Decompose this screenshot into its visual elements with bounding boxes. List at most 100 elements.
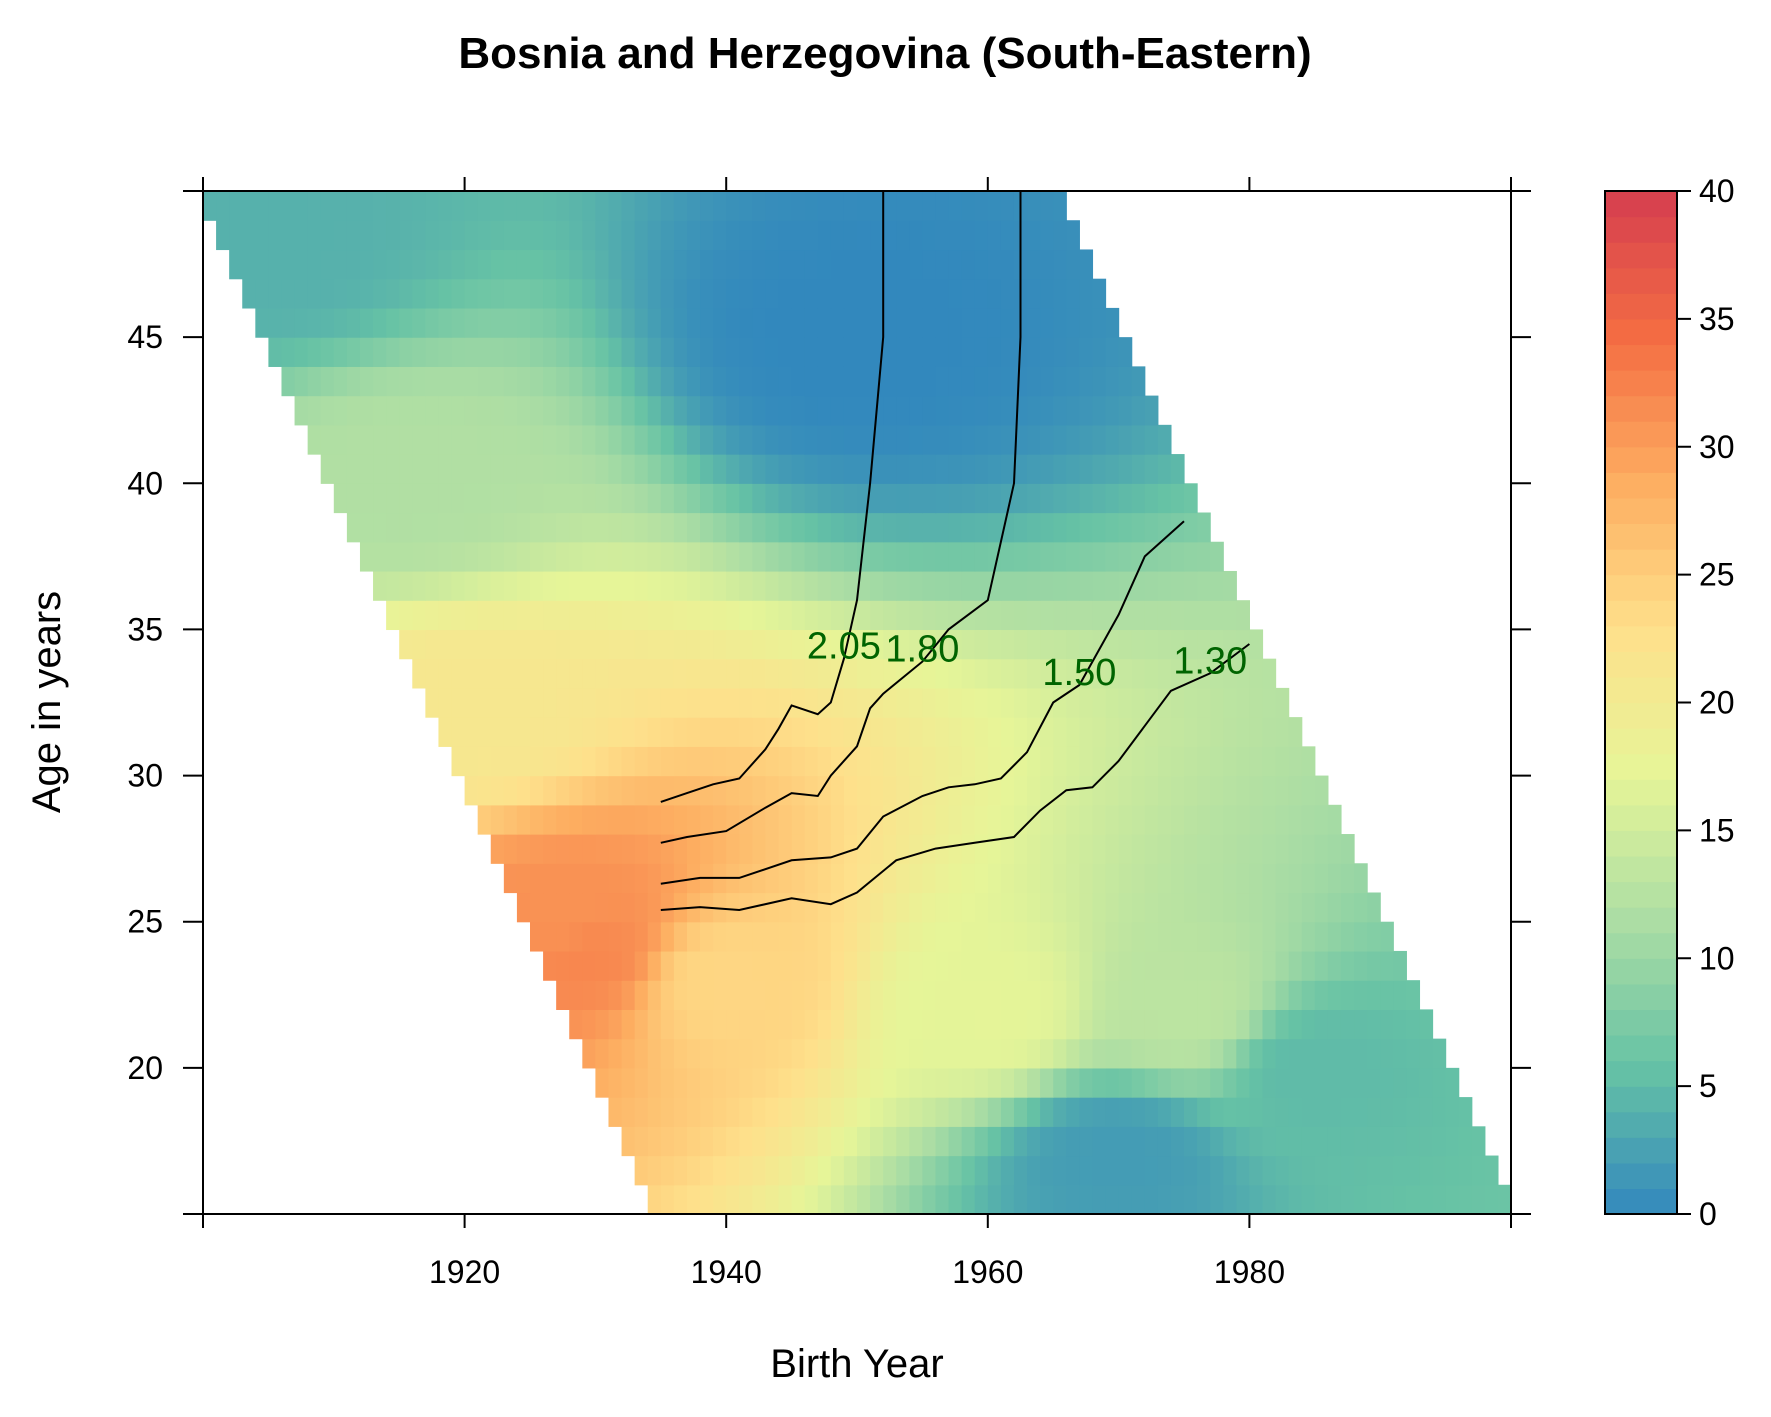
heatmap-cell bbox=[1000, 863, 1015, 894]
heatmap-cell bbox=[621, 863, 636, 894]
heatmap-cell bbox=[373, 454, 387, 484]
heatmap-cell bbox=[1027, 249, 1041, 280]
heatmap-cell bbox=[1340, 980, 1355, 1010]
heatmap-cell bbox=[935, 541, 950, 572]
heatmap-cell bbox=[634, 980, 649, 1010]
heatmap-cell bbox=[1027, 191, 1041, 221]
heatmap-cell bbox=[935, 658, 950, 689]
heatmap-cell bbox=[778, 1038, 793, 1069]
heatmap-cell bbox=[935, 337, 950, 367]
heatmap-cell bbox=[1013, 629, 1028, 660]
heatmap-cell bbox=[1249, 1155, 1264, 1186]
heatmap-cell bbox=[1000, 366, 1015, 397]
heatmap-cell bbox=[686, 1097, 701, 1127]
heatmap-cell bbox=[791, 892, 806, 923]
heatmap-cell bbox=[673, 454, 688, 484]
heatmap-cell bbox=[752, 337, 767, 367]
heatmap-cell bbox=[961, 424, 976, 455]
heatmap-cell bbox=[1380, 950, 1394, 981]
heatmap-cell bbox=[830, 1184, 845, 1215]
heatmap-cell bbox=[1170, 950, 1185, 981]
heatmap-cell bbox=[1092, 921, 1107, 952]
heatmap-cell bbox=[870, 220, 884, 251]
heatmap-cell bbox=[1223, 1155, 1237, 1186]
heatmap-cell bbox=[765, 395, 780, 426]
heatmap-cell bbox=[726, 337, 740, 367]
heatmap-cell bbox=[857, 804, 871, 835]
heatmap-cell bbox=[896, 424, 910, 455]
heatmap-cell bbox=[503, 220, 518, 251]
colorbar-step bbox=[1605, 600, 1677, 627]
heatmap-cell bbox=[634, 1009, 649, 1040]
heatmap-cell bbox=[1053, 337, 1067, 367]
heatmap-cell bbox=[1066, 746, 1080, 777]
heatmap-cell bbox=[1131, 863, 1146, 894]
heatmap-cell bbox=[647, 717, 662, 747]
heatmap-cell bbox=[765, 1038, 780, 1069]
heatmap-cell bbox=[909, 1126, 923, 1157]
heatmap-cell bbox=[726, 512, 740, 543]
heatmap-cell bbox=[700, 1097, 714, 1127]
heatmap-cell bbox=[516, 483, 531, 514]
heatmap-cell bbox=[1144, 1155, 1159, 1186]
heatmap-cell bbox=[1275, 863, 1290, 894]
colorbar-step bbox=[1605, 497, 1677, 525]
heatmap-cell bbox=[1197, 570, 1211, 601]
heatmap-cell bbox=[817, 921, 832, 952]
heatmap-cell bbox=[595, 950, 610, 981]
heatmap-cell bbox=[1288, 863, 1303, 894]
heatmap-cell bbox=[987, 687, 1002, 718]
heatmap-cell bbox=[765, 1097, 780, 1127]
heatmap-cell bbox=[726, 278, 740, 309]
heatmap-cell bbox=[843, 395, 858, 426]
heatmap-cell bbox=[700, 249, 714, 280]
heatmap-cell bbox=[1040, 1097, 1054, 1127]
heatmap-cell bbox=[569, 541, 583, 572]
heatmap-cell bbox=[1406, 980, 1421, 1010]
heatmap-cell bbox=[948, 307, 963, 338]
heatmap-cell bbox=[843, 717, 858, 747]
heatmap-cell bbox=[425, 600, 440, 631]
heatmap-cell bbox=[647, 834, 662, 864]
heatmap-cell bbox=[896, 804, 910, 835]
heatmap-cell bbox=[1170, 541, 1185, 572]
heatmap-cell bbox=[948, 249, 963, 280]
heatmap-cell bbox=[1380, 1126, 1394, 1157]
heatmap-cell bbox=[1053, 950, 1067, 981]
heatmap-cell bbox=[1105, 541, 1120, 572]
heatmap-cell bbox=[726, 1038, 740, 1069]
heatmap-cell bbox=[1275, 950, 1290, 981]
heatmap-cell bbox=[1367, 1038, 1381, 1069]
heatmap-cell bbox=[726, 191, 740, 221]
heatmap-cell bbox=[857, 629, 871, 660]
heatmap-cell bbox=[1249, 717, 1264, 747]
heatmap-cell bbox=[647, 921, 662, 952]
heatmap-cell bbox=[621, 249, 636, 280]
heatmap-cell bbox=[1027, 1038, 1041, 1069]
heatmap-cell bbox=[1340, 950, 1355, 981]
heatmap-cell bbox=[1419, 1184, 1434, 1215]
heatmap-cell bbox=[700, 980, 714, 1010]
heatmap-cell bbox=[870, 892, 884, 923]
heatmap-cell bbox=[464, 191, 479, 221]
heatmap-cell bbox=[1197, 512, 1211, 543]
heatmap-cell bbox=[713, 512, 727, 543]
heatmap-cell bbox=[1275, 746, 1290, 777]
colorbar-tick-label: 0 bbox=[1699, 1196, 1717, 1232]
heatmap-cell bbox=[608, 600, 623, 631]
heatmap-cell bbox=[346, 483, 361, 514]
heatmap-cell bbox=[883, 892, 897, 923]
heatmap-cell bbox=[595, 804, 610, 835]
heatmap-cell bbox=[1105, 1038, 1120, 1069]
heatmap-cell bbox=[739, 191, 753, 221]
heatmap-cell bbox=[621, 1009, 636, 1040]
heatmap-cell bbox=[987, 366, 1002, 397]
heatmap-cell bbox=[1406, 1067, 1421, 1098]
heatmap-cell bbox=[1092, 746, 1107, 777]
heatmap-cell bbox=[1092, 658, 1107, 689]
heatmap-cell bbox=[595, 687, 610, 718]
heatmap-cell bbox=[1040, 717, 1054, 747]
heatmap-cell bbox=[935, 424, 950, 455]
heatmap-cell bbox=[883, 1184, 897, 1215]
heatmap-cell bbox=[752, 658, 767, 689]
